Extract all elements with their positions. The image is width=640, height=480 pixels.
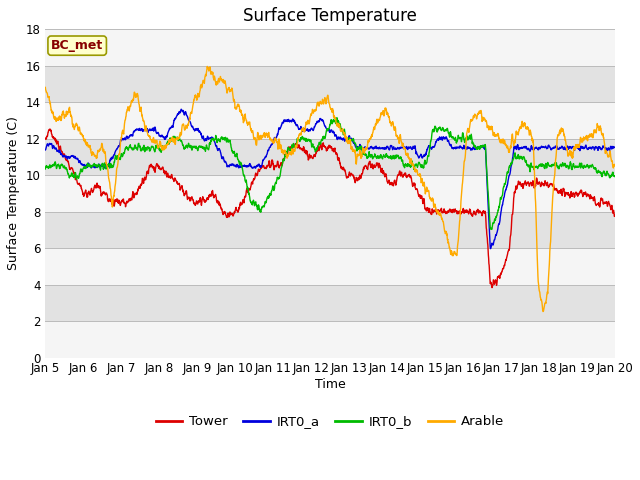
Arable bbox=[200, 80, 208, 85]
IRT0_b bbox=[200, 145, 208, 151]
Arable bbox=[611, 163, 618, 168]
IRT0_a bbox=[177, 107, 185, 112]
Bar bbox=[45, 29, 614, 66]
IRT0_b bbox=[359, 151, 367, 156]
IRT0_b bbox=[488, 227, 495, 232]
IRT0_b bbox=[333, 115, 341, 120]
IRT0_a bbox=[611, 144, 618, 150]
Bar bbox=[45, 248, 614, 285]
IRT0_a bbox=[42, 147, 49, 153]
Line: Tower: Tower bbox=[45, 129, 614, 288]
Tower bbox=[359, 167, 367, 172]
IRT0_a bbox=[577, 144, 584, 150]
Bar bbox=[45, 321, 614, 358]
Title: Surface Temperature: Surface Temperature bbox=[243, 7, 417, 25]
Bar bbox=[45, 139, 614, 175]
IRT0_b bbox=[577, 165, 584, 171]
Tower bbox=[42, 135, 49, 141]
Tower bbox=[496, 275, 504, 280]
Tower bbox=[561, 193, 569, 199]
Arable bbox=[42, 84, 49, 90]
Arable bbox=[496, 139, 504, 144]
Bar bbox=[45, 212, 614, 248]
Arable bbox=[204, 63, 211, 69]
IRT0_b bbox=[561, 163, 569, 168]
Y-axis label: Surface Temperature (C): Surface Temperature (C) bbox=[7, 117, 20, 270]
IRT0_b bbox=[42, 166, 49, 172]
Line: IRT0_b: IRT0_b bbox=[45, 118, 614, 229]
Legend: Tower, IRT0_a, IRT0_b, Arable: Tower, IRT0_a, IRT0_b, Arable bbox=[151, 410, 509, 433]
IRT0_b bbox=[611, 174, 618, 180]
Tower bbox=[611, 213, 618, 218]
Line: Arable: Arable bbox=[45, 66, 614, 312]
IRT0_a bbox=[496, 217, 504, 223]
IRT0_b bbox=[496, 199, 504, 205]
Arable bbox=[539, 309, 547, 314]
Tower bbox=[347, 171, 355, 177]
Arable bbox=[359, 145, 367, 151]
IRT0_a bbox=[359, 145, 367, 151]
IRT0_a bbox=[486, 246, 494, 252]
IRT0_a bbox=[561, 145, 569, 151]
Bar bbox=[45, 175, 614, 212]
IRT0_b bbox=[347, 137, 355, 143]
Line: IRT0_a: IRT0_a bbox=[45, 109, 614, 249]
Tower bbox=[577, 190, 584, 195]
Bar bbox=[45, 66, 614, 102]
X-axis label: Time: Time bbox=[315, 378, 346, 391]
Arable bbox=[577, 134, 584, 140]
Arable bbox=[347, 142, 355, 148]
Tower bbox=[45, 126, 53, 132]
Text: BC_met: BC_met bbox=[51, 39, 103, 52]
IRT0_a bbox=[200, 138, 208, 144]
Tower bbox=[488, 285, 496, 290]
Bar bbox=[45, 102, 614, 139]
IRT0_a bbox=[347, 137, 355, 143]
Bar bbox=[45, 285, 614, 321]
Arable bbox=[561, 134, 569, 140]
Tower bbox=[200, 199, 208, 204]
